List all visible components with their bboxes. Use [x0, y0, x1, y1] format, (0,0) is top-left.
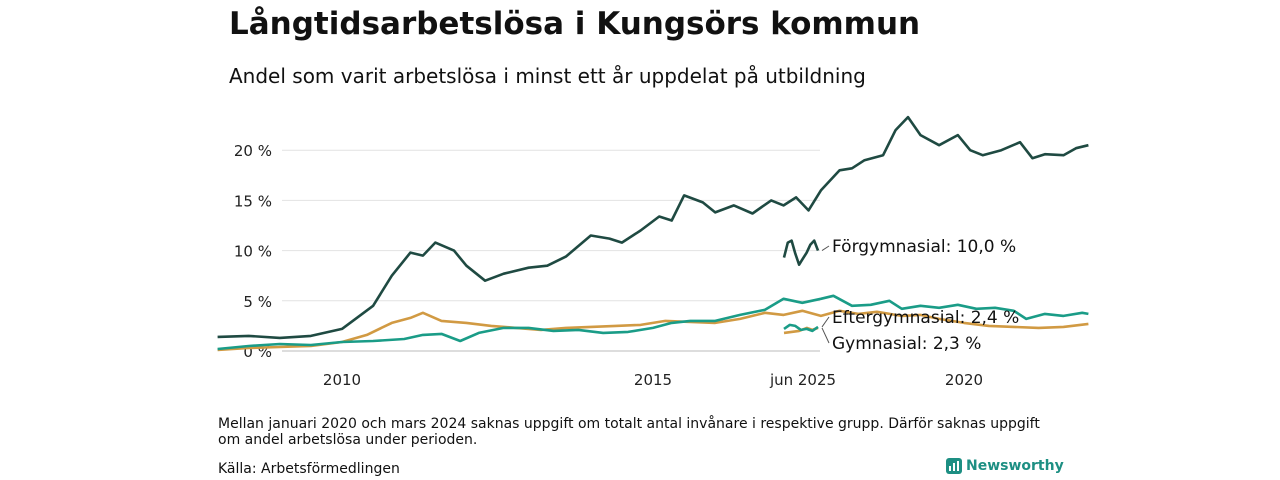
footnote: Mellan januari 2020 och mars 2024 saknas…	[218, 416, 1040, 448]
series-line-förgymnasial	[217, 115, 1089, 340]
label-leader	[821, 316, 830, 328]
x-tick-label-recent: jun 2025	[769, 371, 836, 389]
series-labels: Förgymnasial: 10,0 % Eftergymnasial: 2,4 …	[821, 237, 1019, 354]
chart-title: Långtidsarbetslösa i Kungsörs kommun	[229, 6, 921, 42]
series-label-gymnasial: Gymnasial: 2,3 %	[832, 334, 981, 354]
gridlines	[282, 149, 820, 352]
source-note: Källa: Arbetsförmedlingen	[218, 461, 400, 477]
x-tick-label: 2010	[323, 371, 361, 389]
series-label-eftergymnasial: Eftergymnasial: 2,4 %	[832, 308, 1019, 328]
y-tick-label: 15 %	[234, 192, 272, 210]
brand-logo[interactable]: Newsworthy	[946, 458, 1064, 474]
series-label-förgymnasial: Förgymnasial: 10,0 %	[832, 237, 1016, 257]
newsworthy-icon	[946, 458, 962, 474]
series-line-recent-förgymnasial	[782, 239, 820, 266]
y-axis-ticks: 0 %5 %10 %15 %20 %	[234, 142, 272, 361]
series-line-eftergymnasial	[217, 294, 1089, 351]
label-leader	[821, 327, 830, 344]
label-leader	[821, 245, 830, 252]
y-tick-label: 10 %	[234, 243, 272, 261]
x-tick-label: 2015	[634, 371, 672, 389]
y-tick-label: 20 %	[234, 142, 272, 160]
y-tick-label: 5 %	[243, 293, 272, 311]
brand-name: Newsworthy	[966, 458, 1064, 474]
x-tick-label: 2020	[945, 371, 983, 389]
chart-subtitle: Andel som varit arbetslösa i minst ett å…	[229, 64, 866, 88]
x-axis-ticks: 2010 2015 2020 jun 2025	[323, 371, 983, 389]
series-lines	[217, 115, 1089, 352]
series-line-recent-eftergymnasial	[783, 323, 819, 333]
